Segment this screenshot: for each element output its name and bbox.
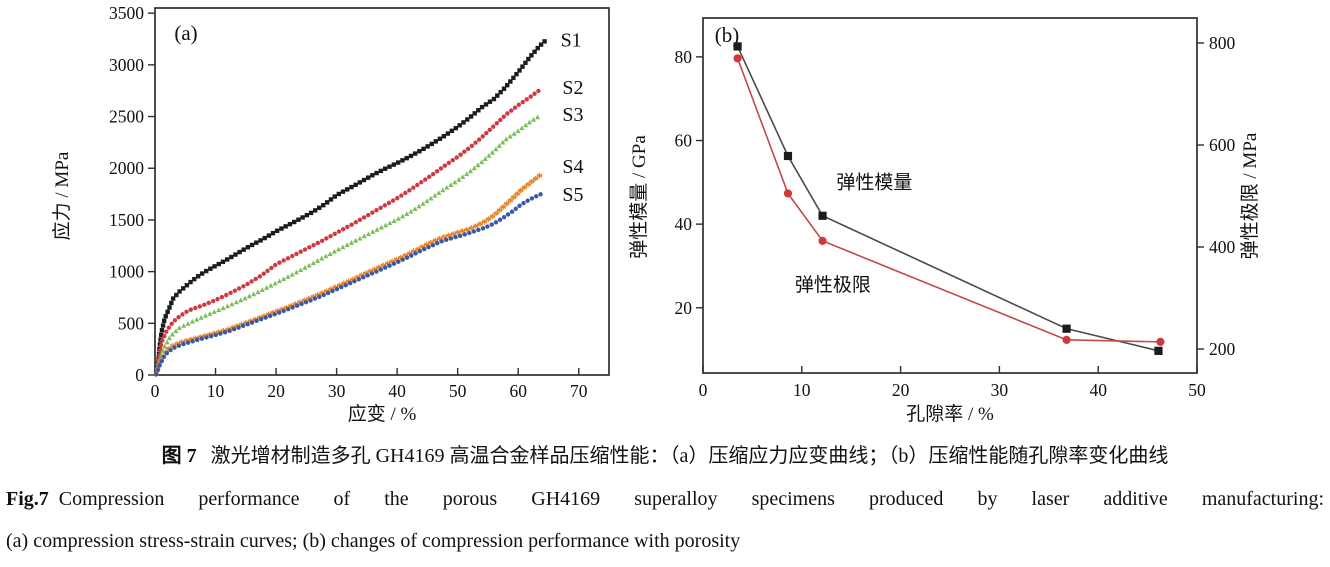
chart-b-ytick-right-label: 400 bbox=[1209, 237, 1236, 257]
caption-chinese: 图 7 激光增材制造多孔 GH4169 高温合金样品压缩性能：（a）压缩应力应变曲… bbox=[30, 442, 1300, 471]
chart-a-axes: 0 10 20 30 40 50 60 70 0 500 1000 1500 2000 2500 3000 3… bbox=[109, 3, 588, 401]
series-弹性模量 bbox=[733, 42, 1163, 355]
series-弹性极限 bbox=[733, 54, 1165, 346]
figure-caption: 图 7 激光增材制造多孔 GH4169 高温合金样品压缩性能：（a）压缩应力应变曲… bbox=[0, 432, 1330, 555]
chart-a-ytick-label: 1500 bbox=[109, 210, 144, 230]
caption-english-line1: Fig.7 Compression performance of the poro… bbox=[6, 485, 1324, 513]
chart-a-xtick-label: 70 bbox=[570, 381, 588, 401]
series-S1 bbox=[154, 39, 547, 376]
chart-a-ytick-label: 0 bbox=[135, 365, 144, 385]
chart-b-ytick-right-label: 600 bbox=[1209, 135, 1236, 155]
chart-a-frame bbox=[154, 7, 610, 376]
chart-b-yaxis-right-title: 弹性极限 / MPa bbox=[1239, 132, 1261, 259]
series-label-S5: S5 bbox=[562, 184, 583, 206]
chart-b-xtick-label: 10 bbox=[793, 380, 811, 400]
series-label-S4: S4 bbox=[562, 156, 583, 178]
chart-b-xaxis-title: 孔隙率 / % bbox=[906, 403, 994, 425]
chart-a-ytick-label: 2500 bbox=[109, 107, 144, 127]
chart-b-ytick-left-label: 80 bbox=[675, 47, 693, 67]
chart-b: 0 10 20 30 40 50 20 40 60 80 200 400 600 800 孔隙率 / % 弹性… bbox=[628, 17, 1261, 425]
chart-a-xtick-label: 50 bbox=[449, 381, 467, 401]
figure-chart-canvas: 0 10 20 30 40 50 60 700500100015002000250030003… bbox=[51, 3, 1261, 425]
chart-a-ytick-label: 500 bbox=[118, 313, 145, 333]
chart-b-xtick-label: 30 bbox=[991, 380, 1009, 400]
series-label-S2: S2 bbox=[562, 77, 583, 99]
caption-en-text: Compression performance of the porous GH… bbox=[58, 488, 1324, 510]
chart-b-frame bbox=[702, 17, 1198, 374]
chart-b-ytick-left-label: 60 bbox=[675, 131, 693, 151]
chart-b-xtick-label: 20 bbox=[892, 380, 910, 400]
chart-a-ytick-label: 3500 bbox=[109, 3, 144, 23]
caption-cn-text: 激光增材制造多孔 GH4169 高温合金样品压缩性能：（a）压缩应力应变曲线；（… bbox=[210, 445, 1169, 467]
series-S4 bbox=[153, 172, 543, 377]
chart-a-xtick-label: 60 bbox=[509, 381, 527, 401]
chart-b-ytick-right-label: 200 bbox=[1209, 339, 1236, 359]
caption-en-number: Fig.7 bbox=[6, 488, 49, 510]
chart-a-xtick-label: 30 bbox=[328, 381, 346, 401]
chart-b-ytick-left-label: 40 bbox=[675, 214, 693, 234]
chart-a-xtick-label: 20 bbox=[267, 381, 285, 401]
chart-a-xtick-label: 40 bbox=[388, 381, 406, 401]
chart-a-xaxis-title: 应变 / % bbox=[348, 403, 417, 425]
chart-a: 0 10 20 30 40 50 60 70 0 500 1000 1500 2000 2500 3000 3… bbox=[51, 3, 610, 425]
chart-b-axes: 0 10 20 30 40 50 20 40 60 80 200 400 600 800 bbox=[675, 33, 1236, 400]
chart-a-xtick-label: 0 bbox=[151, 381, 160, 401]
chart-b-ytick-left-label: 20 bbox=[675, 298, 693, 318]
chart-b-xtick-label: 50 bbox=[1188, 380, 1206, 400]
chart-b-ytick-right-label: 800 bbox=[1209, 33, 1236, 53]
chart-b-xtick-label: 40 bbox=[1089, 380, 1107, 400]
chart-b-xtick-label: 0 bbox=[699, 380, 708, 400]
chart-a-panel-label: (a) bbox=[174, 21, 197, 45]
chart-b-annotation: 弹性模量 bbox=[836, 171, 912, 193]
chart-a-ytick-label: 3000 bbox=[109, 55, 144, 75]
series-label-S1: S1 bbox=[561, 30, 582, 52]
chart-a-ytick-label: 2000 bbox=[109, 158, 144, 178]
caption-en-text2: (a) compression stress-strain curves; (b… bbox=[6, 530, 741, 552]
chart-a-ytick-label: 1000 bbox=[109, 262, 144, 282]
chart-a-xtick-label: 10 bbox=[207, 381, 225, 401]
series-S5 bbox=[154, 192, 543, 377]
chart-a-yaxis-title: 应力 / MPa bbox=[51, 151, 73, 240]
series-S2 bbox=[154, 88, 541, 376]
chart-b-annotation: 弹性极限 bbox=[795, 274, 871, 296]
caption-cn-number: 图 7 bbox=[161, 445, 197, 467]
caption-english-line2: (a) compression stress-strain curves; (b… bbox=[6, 527, 1324, 555]
series-label-S3: S3 bbox=[562, 104, 583, 126]
chart-b-yaxis-left-title: 弹性模量 / GPa bbox=[628, 135, 650, 259]
